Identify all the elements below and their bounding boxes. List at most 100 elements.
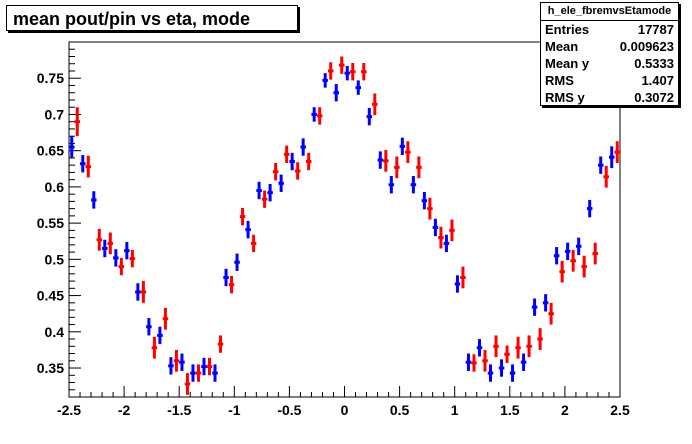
x-tick-label: 2.5	[610, 402, 630, 418]
data-point	[118, 257, 125, 276]
data-point	[344, 65, 351, 81]
data-point	[272, 162, 279, 181]
x-tick-label: -2.5	[57, 402, 81, 418]
data-point	[91, 191, 97, 209]
stats-value: 1.407	[641, 73, 674, 88]
data-point	[206, 357, 213, 376]
stats-row-mean: Mean 0.009623	[541, 38, 678, 55]
data-point	[449, 219, 455, 242]
data-point	[597, 156, 604, 174]
stats-box: h_ele_fbremvsEtamode Entries 17787 Mean …	[540, 2, 679, 106]
data-point	[542, 294, 549, 312]
data-point	[228, 276, 235, 294]
stats-row-rms-y: RMS y 0.3072	[541, 89, 678, 106]
data-point	[372, 93, 378, 116]
data-point	[493, 335, 499, 358]
data-point	[575, 237, 582, 255]
stats-value: 17787	[637, 22, 674, 37]
data-point	[124, 241, 130, 260]
data-point	[487, 364, 494, 382]
data-point	[173, 349, 180, 372]
data-point	[509, 364, 516, 382]
axes: -2.5 -2 -1.5 -1 -0.5 0 0.5 1 1.5 2 2.5 0.35 0.4 0.45 0…	[37, 41, 630, 418]
y-tick-label: 0.35	[37, 360, 64, 376]
data-point	[96, 228, 103, 251]
data-point	[300, 138, 306, 156]
data-point	[322, 73, 328, 88]
x-tick-label: 0.5	[390, 402, 410, 418]
y-tick-label: 0.75	[37, 70, 64, 86]
data-point	[113, 249, 119, 267]
stats-value: 0.5333	[634, 56, 674, 71]
data-point	[421, 191, 428, 210]
data-point	[333, 84, 339, 102]
data-point	[377, 151, 384, 169]
data-point	[586, 199, 593, 218]
data-point	[217, 335, 224, 353]
data-point	[305, 152, 312, 171]
data-point	[460, 266, 466, 289]
plot-frame	[68, 41, 621, 398]
data-point	[85, 155, 92, 178]
x-tick-label: -1.5	[167, 402, 191, 418]
data-point	[184, 373, 191, 395]
y-tick-label: 0.65	[37, 143, 64, 159]
x-tick-label: 1.5	[500, 402, 520, 418]
data-point	[102, 239, 108, 258]
x-tick-label: 1	[451, 402, 459, 418]
data-point	[603, 165, 609, 188]
stats-label: Mean y	[545, 56, 590, 71]
data-point	[526, 335, 532, 358]
data-point	[261, 190, 268, 208]
data-point	[168, 357, 174, 375]
data-point	[515, 336, 521, 359]
data-point	[608, 146, 615, 169]
data-point	[394, 156, 400, 179]
y-tick-label: 0.4	[45, 324, 65, 340]
data-point	[564, 242, 571, 261]
stats-label: Mean	[545, 39, 579, 54]
data-point	[239, 207, 246, 226]
data-point	[427, 197, 433, 220]
data-point	[157, 326, 163, 345]
data-point	[327, 62, 334, 80]
data-point	[250, 234, 257, 253]
data-point	[162, 307, 169, 330]
data-point	[438, 226, 444, 249]
data-point	[405, 141, 411, 163]
stats-row-entries: Entries 17787	[541, 21, 678, 38]
data-point	[416, 156, 422, 179]
data-point	[289, 152, 295, 171]
data-point	[537, 328, 543, 350]
data-marks	[69, 56, 620, 395]
data-point	[195, 364, 202, 382]
y-tick-label: 0.6	[45, 179, 65, 195]
data-point	[520, 353, 527, 371]
stats-label: Entries	[545, 22, 590, 37]
x-tick-label: -2	[118, 402, 131, 418]
data-point	[234, 253, 240, 271]
data-point	[504, 345, 510, 363]
data-point	[179, 353, 185, 371]
y-tick-label: 0.55	[37, 215, 64, 231]
data-point	[476, 339, 483, 357]
stats-label: RMS y	[545, 90, 585, 105]
stats-label: RMS	[545, 73, 574, 88]
data-point	[74, 107, 81, 137]
data-point	[212, 364, 218, 382]
data-point	[531, 298, 538, 316]
x-tick-label: -1	[228, 402, 241, 418]
data-point	[465, 353, 472, 371]
data-point	[151, 336, 158, 359]
stats-value: 0.3072	[634, 90, 674, 105]
x-tick-label: 2	[561, 402, 569, 418]
data-point	[311, 107, 317, 122]
data-point	[355, 80, 362, 95]
data-point	[69, 136, 75, 158]
data-point	[471, 354, 477, 372]
data-point	[443, 234, 450, 253]
data-point	[350, 63, 356, 81]
stats-value: 0.009623	[619, 39, 674, 54]
data-point	[294, 162, 301, 180]
